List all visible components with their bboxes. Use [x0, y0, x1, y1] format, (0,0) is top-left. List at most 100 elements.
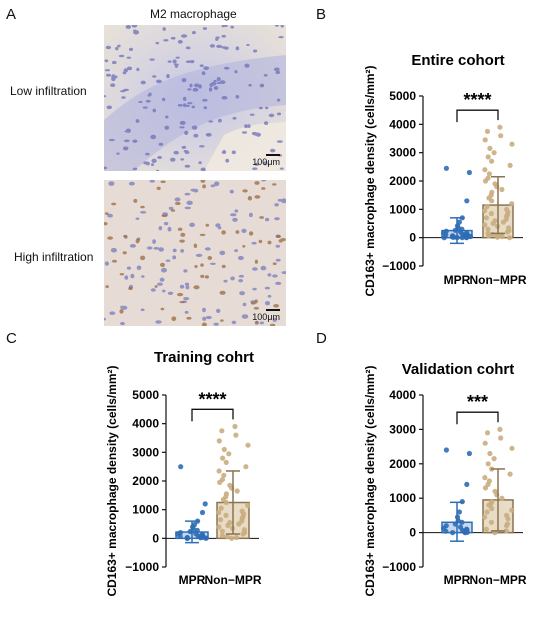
panel-letter-c: C [6, 330, 17, 347]
chart-validation-cohort: Validation cohrt CD163+ macrophage densit… [363, 361, 527, 597]
data-point [484, 203, 490, 210]
cell-nucleus [126, 56, 132, 59]
cell-nucleus [254, 299, 258, 304]
cell-nucleus [250, 302, 256, 305]
cell-nucleus [184, 310, 189, 314]
cell-nucleus [185, 285, 190, 290]
cell-nucleus [136, 67, 140, 72]
cell-nucleus [149, 180, 155, 183]
cell-nucleus [265, 106, 269, 110]
cell-nucleus [117, 44, 121, 48]
cell-nucleus [230, 276, 235, 281]
data-point [216, 524, 222, 530]
cell-nucleus [274, 25, 279, 27]
y-tick-label: 5000 [389, 89, 416, 103]
cell-nucleus [165, 259, 171, 262]
data-point [486, 171, 492, 177]
data-point [202, 501, 208, 507]
cell-nucleus [221, 230, 226, 235]
cell-nucleus [205, 223, 210, 227]
cell-nucleus [104, 59, 109, 63]
cell-nucleus [183, 150, 189, 153]
cell-nucleus [141, 275, 145, 278]
data-point [463, 235, 470, 241]
cell-nucleus [155, 320, 162, 324]
data-point [199, 509, 206, 516]
cell-nucleus [177, 227, 183, 231]
data-point [497, 426, 503, 432]
cell-nucleus [186, 200, 193, 205]
cell-nucleus [116, 152, 120, 155]
cell-nucleus [238, 279, 244, 283]
cell-nucleus [104, 95, 107, 98]
cell-nucleus [108, 181, 115, 186]
cell-nucleus [111, 74, 116, 79]
cell-nucleus [244, 124, 248, 129]
cell-nucleus [220, 319, 224, 322]
cell-nucleus [259, 321, 264, 325]
cell-nucleus [122, 146, 129, 151]
cell-nucleus [235, 230, 240, 234]
cell-nucleus [122, 251, 127, 255]
cell-nucleus [263, 161, 268, 166]
cell-nucleus [174, 201, 181, 206]
cell-nucleus [238, 274, 245, 278]
cell-nucleus [205, 132, 212, 137]
data-point [487, 145, 493, 151]
cell-nucleus [140, 205, 145, 209]
cell-nucleus [217, 226, 222, 230]
y-tick-label: 1000 [389, 202, 416, 216]
data-point [483, 526, 489, 532]
cell-nucleus [158, 226, 163, 231]
y-tick-label: 0 [152, 531, 159, 545]
cell-nucleus [179, 301, 185, 304]
cell-nucleus [253, 49, 258, 53]
data-point [464, 481, 470, 487]
cell-nucleus [200, 274, 205, 278]
cell-nucleus [156, 186, 161, 190]
data-point [509, 141, 515, 147]
cell-nucleus [142, 106, 148, 109]
cell-nucleus [274, 203, 279, 207]
cell-nucleus [162, 97, 166, 102]
data-point [245, 502, 251, 508]
cell-nucleus [230, 213, 237, 217]
data-point [234, 488, 240, 494]
cell-nucleus [128, 286, 133, 291]
y-tick-label: 2000 [389, 457, 416, 471]
data-point [223, 459, 229, 465]
tissue-image-low [104, 25, 286, 171]
data-point [498, 133, 504, 139]
cell-nucleus [278, 36, 284, 39]
cell-nucleus [184, 192, 191, 196]
cell-nucleus [219, 290, 226, 295]
cell-nucleus [232, 217, 238, 222]
data-point [233, 432, 239, 438]
cell-nucleus [276, 112, 282, 116]
cell-nucleus [147, 94, 151, 97]
cell-nucleus [149, 58, 155, 61]
cell-nucleus [104, 261, 109, 266]
cell-nucleus [180, 249, 184, 253]
cell-nucleus [123, 68, 128, 73]
cell-nucleus [162, 27, 166, 31]
cell-nucleus [104, 222, 108, 226]
cell-nucleus [264, 286, 270, 290]
cell-nucleus [234, 209, 239, 213]
cell-nucleus [202, 98, 208, 102]
cell-nucleus [109, 311, 116, 315]
cell-nucleus [201, 71, 206, 76]
data-point [467, 233, 474, 240]
cell-nucleus [201, 322, 207, 326]
cell-nucleus [273, 67, 280, 72]
cell-nucleus [237, 255, 244, 261]
data-point [240, 531, 246, 537]
cell-nucleus [135, 238, 140, 244]
y-tick-label: 2000 [132, 474, 159, 488]
cell-nucleus [280, 238, 286, 242]
cell-nucleus [150, 288, 156, 292]
cell-nucleus [170, 209, 176, 212]
cell-nucleus [172, 255, 177, 260]
data-point [482, 514, 488, 520]
data-point [482, 485, 489, 491]
